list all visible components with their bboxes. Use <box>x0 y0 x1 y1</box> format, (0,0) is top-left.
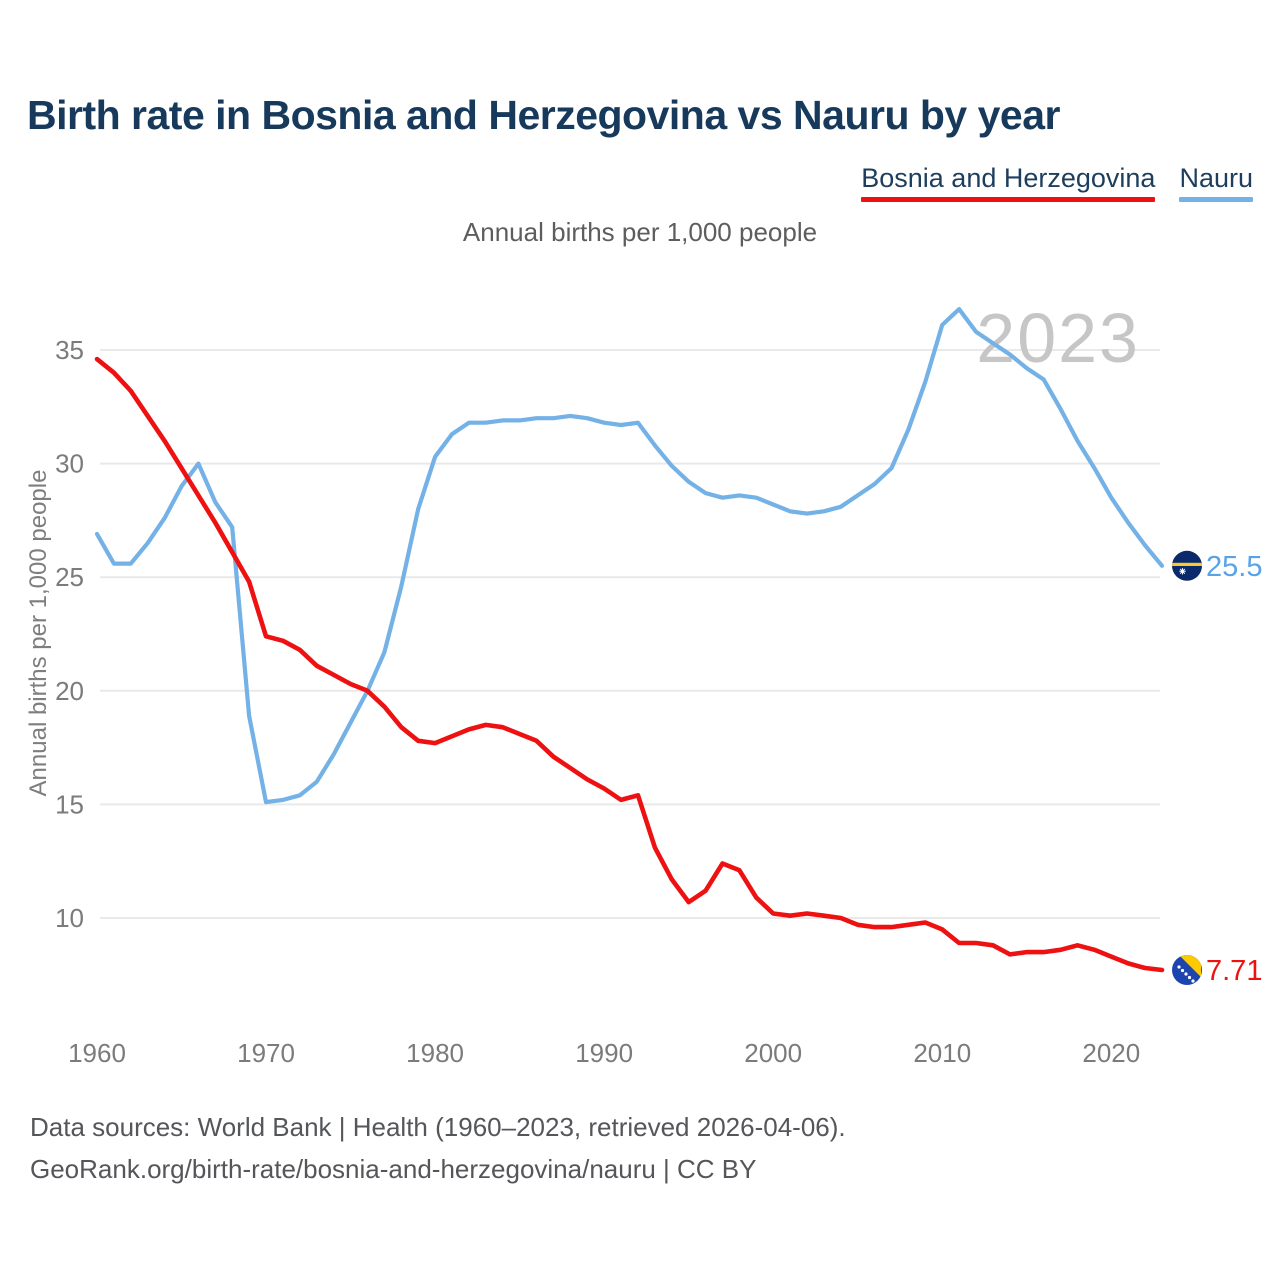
y-tick-35: 35 <box>55 335 84 365</box>
nauru-flag-marker <box>1171 550 1203 581</box>
series-line-nauru <box>94 306 1165 805</box>
watermark-year: 2023 <box>976 299 1140 377</box>
x-axis-ticks: 1960 1970 1980 1990 2000 2010 2020 <box>68 1038 1140 1068</box>
y-tick-10: 10 <box>55 903 84 933</box>
end-markers <box>1171 550 1203 985</box>
y-axis-ticks: 10 15 20 25 30 35 <box>55 335 84 933</box>
legend-underline-bosnia-and-herzegovina <box>861 197 1156 202</box>
gridlines <box>100 349 1160 919</box>
x-tick-1990: 1990 <box>575 1038 633 1068</box>
y-tick-30: 30 <box>55 449 84 479</box>
series-lines <box>94 306 1165 973</box>
x-tick-2020: 2020 <box>1082 1038 1140 1068</box>
x-tick-1970: 1970 <box>237 1038 295 1068</box>
end-value-labels: 7.71 25.5 <box>1206 551 1262 987</box>
end-label-bosnia: 7.71 <box>1206 955 1262 987</box>
footer-attribution: GeoRank.org/birth-rate/bosnia-and-herzeg… <box>30 1154 757 1184</box>
line-chart: 2023 10 15 20 25 30 35 1960 1970 1980 1990 2000 20… <box>25 299 1262 1068</box>
legend-item-nauru[interactable]: Nauru <box>1179 163 1253 202</box>
end-label-nauru: 25.5 <box>1206 551 1262 583</box>
series-line-bosnia <box>94 356 1165 973</box>
legend-label-nauru: Nauru <box>1179 163 1253 193</box>
y-tick-20: 20 <box>55 676 84 706</box>
x-tick-2000: 2000 <box>744 1038 802 1068</box>
chart-subtitle: Annual births per 1,000 people <box>462 217 818 247</box>
legend-underline-nauru <box>1179 197 1253 202</box>
x-tick-1960: 1960 <box>68 1038 126 1068</box>
legend: Bosnia and Herzegovina Nauru <box>861 163 1253 202</box>
y-tick-15: 15 <box>55 789 84 819</box>
page-title: Birth rate in Bosnia and Herzegovina vs … <box>27 92 1060 138</box>
y-tick-25: 25 <box>55 562 84 592</box>
y-axis-title: Annual births per 1,000 people <box>25 470 52 797</box>
footer-data-sources: Data sources: World Bank | Health (1960–… <box>30 1112 846 1142</box>
footer: Data sources: World Bank | Health (1960–… <box>30 1106 1230 1190</box>
legend-item-bosnia-and-herzegovina[interactable]: Bosnia and Herzegovina <box>861 163 1156 202</box>
bosnia-flag-marker <box>1172 954 1203 986</box>
legend-label-bosnia-and-herzegovina: Bosnia and Herzegovina <box>861 163 1156 193</box>
x-tick-2010: 2010 <box>913 1038 971 1068</box>
x-tick-1980: 1980 <box>406 1038 464 1068</box>
